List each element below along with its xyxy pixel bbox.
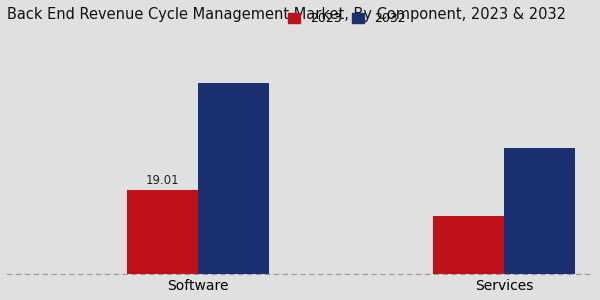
Bar — [433, 217, 504, 274]
Bar — [504, 148, 575, 274]
Bar — [127, 190, 198, 274]
Text: Back End Revenue Cycle Management Market, By Component, 2023 & 2032: Back End Revenue Cycle Management Market… — [7, 7, 566, 22]
Text: 19.01: 19.01 — [146, 174, 179, 187]
Bar — [198, 83, 269, 274]
Legend: 2023, 2032: 2023, 2032 — [283, 7, 411, 30]
